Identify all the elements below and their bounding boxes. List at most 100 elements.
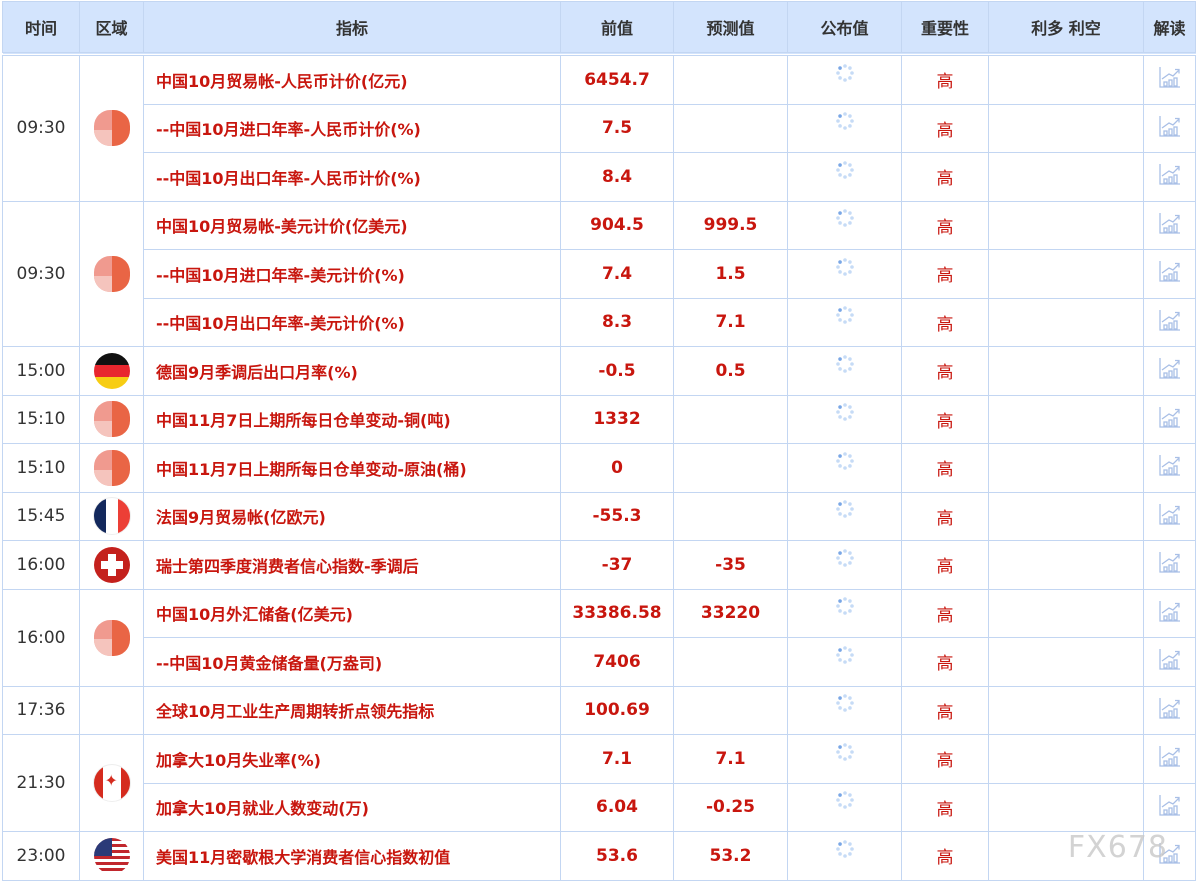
interpret-cell[interactable]	[1143, 637, 1196, 687]
header-forecast: 预测值	[673, 1, 788, 56]
chart-trend-icon[interactable]	[1158, 647, 1182, 676]
region-cell	[79, 53, 144, 202]
actual-value	[787, 831, 902, 881]
chart-trend-icon[interactable]	[1158, 744, 1182, 773]
interpret-cell[interactable]	[1143, 152, 1196, 202]
previous-value: 6454.7	[560, 53, 674, 105]
forecast-value	[673, 152, 788, 202]
importance-value: 高	[901, 394, 989, 444]
interpret-cell[interactable]	[1143, 685, 1196, 735]
indicator-cell[interactable]: 中国10月贸易帐-人民币计价(亿元)	[143, 53, 561, 105]
time-cell: 16:00	[2, 540, 80, 590]
forecast-value	[673, 685, 788, 735]
indicator-cell[interactable]: 中国10月外汇储备(亿美元)	[143, 588, 561, 638]
previous-value: 1332	[560, 394, 674, 444]
loading-spinner-icon	[835, 791, 854, 810]
time-cell: 21:30	[2, 734, 80, 832]
chart-trend-icon[interactable]	[1158, 696, 1182, 725]
header-region: 区域	[79, 1, 144, 56]
actual-value	[787, 491, 902, 541]
indicator-cell[interactable]: 瑞士第四季度消费者信心指数-季调后	[143, 540, 561, 590]
region-cell	[79, 540, 144, 590]
flag-cn-icon	[93, 449, 130, 486]
actual-value	[787, 53, 902, 105]
interpret-cell[interactable]	[1143, 734, 1196, 784]
region-cell	[79, 394, 144, 444]
actual-value	[787, 685, 902, 735]
table-row: 16:00 中国10月外汇储备(亿美元) 33386.58 33220 高	[2, 588, 1196, 687]
indicator-cell[interactable]: 中国11月7日上期所每日仓单变动-铜(吨)	[143, 394, 561, 444]
interpret-cell[interactable]	[1143, 491, 1196, 541]
time-cell: 15:10	[2, 443, 80, 493]
flag-de-icon	[93, 352, 130, 389]
importance-value: 高	[901, 588, 989, 638]
importance-value: 高	[901, 443, 989, 493]
interpret-cell[interactable]	[1143, 297, 1196, 347]
header-importance: 重要性	[901, 1, 989, 56]
time-cell: 15:45	[2, 491, 80, 541]
loading-spinner-icon	[835, 403, 854, 422]
interpret-cell[interactable]	[1143, 831, 1196, 881]
table-row: 15:10 中国11月7日上期所每日仓单变动-原油(桶) 0 高	[2, 443, 1196, 493]
interpret-cell[interactable]	[1143, 443, 1196, 493]
previous-value: 0	[560, 443, 674, 493]
table-row: 15:45 法国9月贸易帐(亿欧元) -55.3 高	[2, 491, 1196, 541]
actual-value	[787, 394, 902, 444]
loading-spinner-icon	[835, 839, 854, 858]
actual-value	[787, 588, 902, 638]
loading-spinner-icon	[835, 548, 854, 567]
indicator-cell[interactable]: --中国10月进口年率-人民币计价(%)	[143, 103, 561, 153]
chart-trend-icon[interactable]	[1158, 65, 1182, 94]
interpret-cell[interactable]	[1143, 782, 1196, 832]
chart-trend-icon[interactable]	[1158, 550, 1182, 579]
chart-trend-icon[interactable]	[1158, 502, 1182, 531]
indicator-cell[interactable]: 中国11月7日上期所每日仓单变动-原油(桶)	[143, 443, 561, 493]
header-previous: 前值	[560, 1, 674, 56]
indicator-cell[interactable]: --中国10月黄金储备量(万盎司)	[143, 637, 561, 687]
interpret-cell[interactable]	[1143, 394, 1196, 444]
chart-trend-icon[interactable]	[1158, 841, 1182, 870]
importance-value: 高	[901, 540, 989, 590]
interpret-cell[interactable]	[1143, 103, 1196, 153]
table-row: --中国10月黄金储备量(万盎司) 7406 高	[3, 637, 1196, 687]
chart-trend-icon[interactable]	[1158, 162, 1182, 191]
chart-trend-icon[interactable]	[1158, 308, 1182, 337]
indicator-cell[interactable]: 德国9月季调后出口月率(%)	[143, 346, 561, 396]
previous-value: 53.6	[560, 831, 674, 881]
interpret-cell[interactable]	[1143, 53, 1196, 105]
region-cell	[79, 734, 144, 832]
indicator-cell[interactable]: --中国10月出口年率-美元计价(%)	[143, 297, 561, 347]
flag-ca-icon	[92, 764, 131, 802]
chart-trend-icon[interactable]	[1158, 211, 1182, 240]
loading-spinner-icon	[835, 500, 854, 519]
indicator-cell[interactable]: --中国10月进口年率-美元计价(%)	[143, 249, 561, 299]
chart-trend-icon[interactable]	[1158, 259, 1182, 288]
forecast-value: 33220	[673, 588, 788, 638]
bullish-bearish-cell	[988, 588, 1144, 638]
loading-spinner-icon	[835, 306, 854, 325]
table-row: --中国10月进口年率-美元计价(%) 7.4 1.5 高	[3, 249, 1196, 299]
loading-spinner-icon	[835, 694, 854, 713]
chart-trend-icon[interactable]	[1158, 114, 1182, 143]
interpret-cell[interactable]	[1143, 588, 1196, 638]
interpret-cell[interactable]	[1143, 346, 1196, 396]
indicator-cell[interactable]: 加拿大10月就业人数变动(万)	[143, 782, 561, 832]
indicator-cell[interactable]: 全球10月工业生产周期转折点领先指标	[143, 685, 561, 735]
chart-trend-icon[interactable]	[1158, 793, 1182, 822]
indicator-cell[interactable]: 法国9月贸易帐(亿欧元)	[143, 491, 561, 541]
flag-us-icon	[93, 837, 130, 874]
indicator-cell[interactable]: --中国10月出口年率-人民币计价(%)	[143, 152, 561, 202]
interpret-cell[interactable]	[1143, 540, 1196, 590]
actual-value	[787, 637, 902, 687]
chart-trend-icon[interactable]	[1158, 599, 1182, 628]
chart-trend-icon[interactable]	[1158, 356, 1182, 385]
chart-trend-icon[interactable]	[1158, 453, 1182, 482]
interpret-cell[interactable]	[1143, 249, 1196, 299]
indicator-cell[interactable]: 加拿大10月失业率(%)	[143, 734, 561, 784]
chart-trend-icon[interactable]	[1158, 405, 1182, 434]
indicator-cell[interactable]: 美国11月密歇根大学消费者信心指数初值	[143, 831, 561, 881]
bullish-bearish-cell	[988, 540, 1144, 590]
interpret-cell[interactable]	[1143, 200, 1196, 250]
actual-value	[787, 152, 902, 202]
indicator-cell[interactable]: 中国10月贸易帐-美元计价(亿美元)	[143, 200, 561, 250]
